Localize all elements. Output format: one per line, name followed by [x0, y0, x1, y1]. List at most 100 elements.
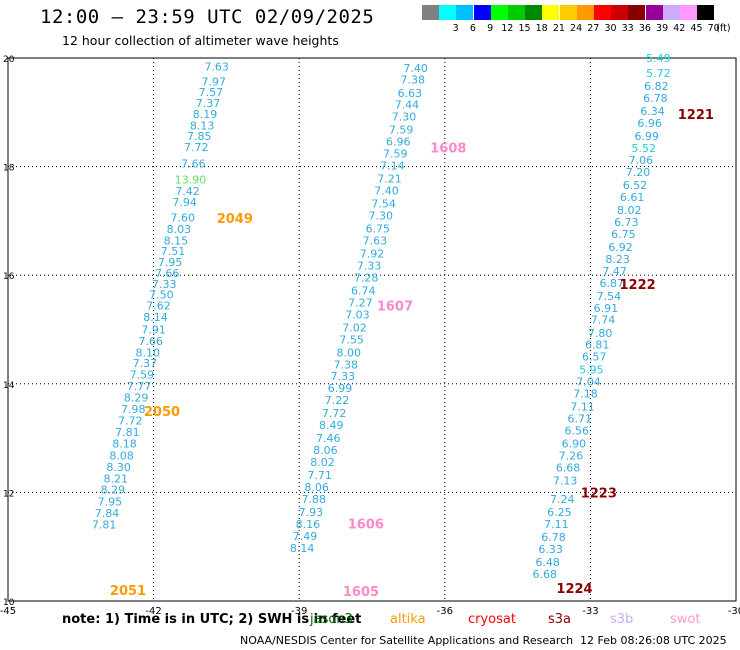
wave-height-value: 7.33	[331, 370, 356, 383]
wave-height-value: 7.59	[130, 369, 155, 382]
wave-height-value: 8.29	[101, 484, 126, 497]
wave-height-value: 6.99	[328, 382, 353, 395]
wave-height-value: 6.91	[594, 302, 619, 315]
wave-height-value: 6.99	[634, 130, 659, 143]
lon-tick-label: -33	[582, 606, 598, 617]
legend-swatch	[697, 5, 715, 20]
legend-label: 45	[690, 23, 703, 34]
wave-height-value: 6.87	[600, 277, 625, 290]
wave-height-value: 7.33	[357, 259, 382, 272]
legend-label: 42	[673, 23, 686, 34]
pass-time-label: 2049	[217, 212, 253, 227]
legend-label: 18	[535, 23, 548, 34]
legend-swatch	[576, 5, 594, 20]
wave-height-value: 7.95	[158, 256, 183, 269]
wave-height-value: 7.42	[175, 185, 200, 198]
pass-time-label: 2050	[144, 405, 180, 420]
map-frame	[7, 57, 737, 602]
wave-height-value: 6.81	[585, 339, 610, 352]
lat-tick-label: 14	[3, 381, 15, 391]
wave-height-value: 7.59	[389, 124, 414, 137]
footer-timestamp: 12 Feb 08:26:08 UTC 2025	[580, 634, 727, 647]
wave-height-value: 7.40	[374, 184, 399, 197]
wave-height-value: 7.98	[121, 403, 146, 416]
legend-label: 12	[501, 23, 514, 34]
wave-height-value: 7.57	[199, 86, 224, 99]
wave-height-value: 7.85	[187, 130, 212, 143]
wave-height-value: 7.94	[172, 196, 197, 209]
wave-height-value: 7.54	[597, 290, 622, 303]
wave-height-value: 8.02	[617, 204, 642, 217]
wave-height-value: 7.24	[550, 493, 575, 506]
wave-height-value: 8.16	[296, 518, 321, 531]
wave-height-value: 7.38	[401, 74, 426, 87]
legend-label: 33	[621, 23, 634, 34]
wave-height-value: 8.03	[167, 223, 192, 236]
wave-height-value: 7.44	[395, 99, 420, 112]
wave-height-value: 7.26	[559, 449, 584, 462]
pass-time-label: 2051	[110, 584, 146, 599]
wave-height-value: 7.62	[146, 300, 171, 313]
lat-tick-label: 10	[3, 598, 15, 608]
wave-height-value: 7.71	[307, 469, 332, 482]
wave-height-value: 8.19	[193, 108, 218, 121]
wave-height-value: 7.97	[202, 75, 227, 88]
wave-height-value: 5.72	[646, 67, 671, 80]
wave-height-value: 7.02	[342, 321, 367, 334]
wave-height-value: 7.77	[127, 380, 152, 393]
wave-height-value: 7.28	[354, 271, 379, 284]
wave-height-value: 7.04	[576, 376, 601, 389]
wave-height-value: 7.88	[302, 493, 327, 506]
wave-height-value: 7.30	[392, 111, 417, 124]
wave-height-value: 8.15	[164, 234, 189, 247]
map-title: 12:00 — 23:59 UTC 02/09/2025	[40, 6, 375, 28]
legend-label: 24	[570, 23, 583, 34]
pass-time-label: 1222	[620, 278, 656, 293]
wave-height-value: 6.78	[643, 92, 668, 105]
wave-height-value: 8.21	[103, 472, 128, 485]
wave-height-value: 7.59	[383, 148, 408, 161]
wave-height-value: 8.29	[124, 391, 149, 404]
satellite-label-s3b: s3b	[610, 612, 634, 627]
legend-label: 21	[552, 23, 565, 34]
pass-time-label: 1223	[581, 486, 617, 501]
wave-height-value: 6.57	[582, 351, 607, 364]
wave-height-value: 7.81	[92, 518, 117, 531]
wave-height-value: 7.54	[371, 198, 396, 211]
wave-height-value: 7.80	[588, 327, 613, 340]
legend-label: 30	[604, 23, 617, 34]
wave-height-value: 5.49	[646, 52, 671, 65]
wave-height-value: 6.78	[541, 531, 566, 544]
pass-time-label: 1605	[343, 585, 379, 600]
wave-height-value: 7.47	[602, 265, 627, 278]
wave-height-value: 8.08	[109, 449, 134, 462]
wave-height-value: 7.49	[293, 530, 318, 543]
wave-height-value: 6.56	[565, 424, 590, 437]
wave-height-value: 7.06	[629, 154, 654, 167]
wave-height-value: 7.14	[380, 160, 405, 173]
wave-height-value: 8.30	[106, 461, 131, 474]
legend-label: 9	[487, 23, 494, 34]
legend-swatch	[662, 5, 680, 20]
lon-tick-label: -30	[728, 606, 740, 617]
satellite-label-altika: altika	[390, 612, 426, 627]
wave-height-value: 7.37	[196, 97, 221, 110]
legend-swatch	[508, 5, 525, 20]
pass-time-label: 1608	[430, 142, 466, 157]
legend-unit: (ft)	[716, 23, 731, 34]
wave-height-value: 7.66	[181, 157, 206, 170]
wave-height-value: 7.72	[184, 141, 209, 154]
wave-height-value: 7.55	[339, 333, 364, 346]
wave-height-value: 6.92	[608, 241, 633, 254]
note-text: note: 1) Time is in UTC; 2) SWH is in fe…	[62, 612, 362, 627]
wave-height-value: 7.37	[133, 357, 158, 370]
wave-height-value: 7.11	[544, 518, 569, 531]
legend-label: 15	[518, 23, 531, 34]
wave-height-value: 7.51	[161, 245, 186, 258]
legend-swatch	[645, 5, 663, 20]
wave-height-value: 5.95	[579, 364, 604, 377]
wave-height-value: 7.63	[363, 234, 388, 247]
wave-height-value: 7.93	[299, 506, 324, 519]
pass-time-label: 1221	[678, 108, 714, 123]
wave-height-value: 8.18	[112, 438, 137, 451]
